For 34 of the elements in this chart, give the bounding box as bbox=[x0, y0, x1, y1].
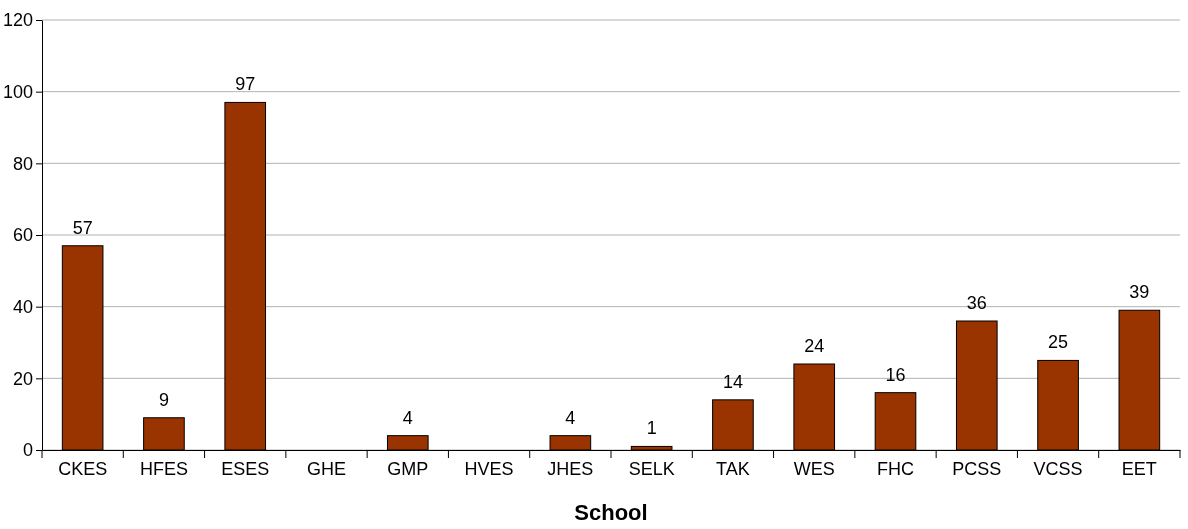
y-tick-label: 100 bbox=[2, 81, 33, 102]
data-label: 16 bbox=[885, 364, 906, 385]
data-label: 14 bbox=[722, 371, 743, 392]
data-label: 25 bbox=[1048, 332, 1069, 353]
x-tick-label: WES bbox=[793, 458, 835, 479]
x-tick-label: CKES bbox=[58, 458, 108, 479]
x-axis-title: School bbox=[574, 500, 648, 525]
x-tick-label: VCSS bbox=[1033, 458, 1083, 479]
y-tick-label: 40 bbox=[12, 296, 33, 317]
x-tick-label: HVES bbox=[464, 458, 514, 479]
data-label: 24 bbox=[804, 336, 825, 356]
x-tick-label: GMP bbox=[387, 458, 429, 479]
y-tick-label: 60 bbox=[12, 225, 33, 246]
x-tick-label: ESES bbox=[221, 458, 270, 479]
x-tick-label: GHE bbox=[306, 458, 347, 479]
x-tick-label: PCSS bbox=[952, 458, 1002, 479]
x-tick-label: EET bbox=[1121, 458, 1157, 479]
data-label: 4 bbox=[565, 407, 576, 428]
x-tick-label: FHC bbox=[877, 458, 914, 479]
y-tick-label: 80 bbox=[12, 153, 33, 174]
data-label: 9 bbox=[158, 389, 169, 410]
x-tick-label: JHES bbox=[547, 458, 594, 479]
y-tick-label: 20 bbox=[12, 368, 33, 389]
data-label: 36 bbox=[966, 293, 987, 313]
data-label: 97 bbox=[235, 74, 256, 95]
x-tick-label: HFES bbox=[139, 458, 188, 479]
data-label: 4 bbox=[402, 407, 413, 428]
data-label: 57 bbox=[72, 217, 93, 238]
x-tick-label: SELK bbox=[628, 458, 675, 479]
y-tick-label: 0 bbox=[22, 440, 33, 461]
y-tick-label: 120 bbox=[2, 10, 33, 31]
x-tick-label: TAK bbox=[716, 458, 750, 479]
data-label: 1 bbox=[646, 418, 657, 439]
data-label: 39 bbox=[1129, 282, 1150, 303]
